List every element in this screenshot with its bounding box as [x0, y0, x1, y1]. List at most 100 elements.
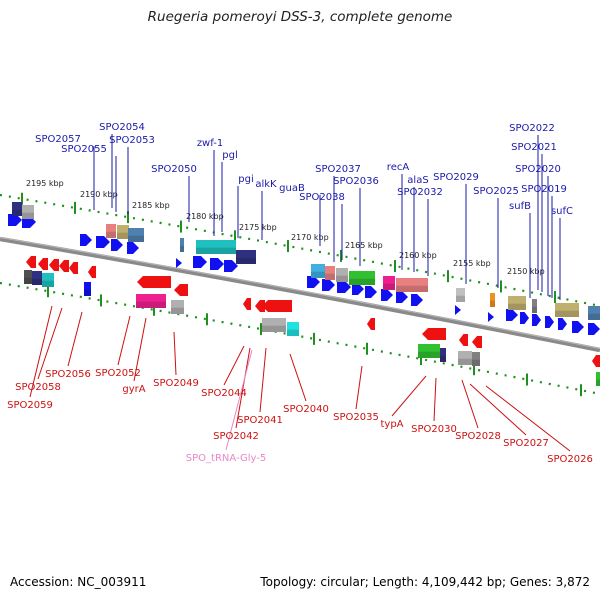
- accession-label: Accession: NC_003911: [10, 575, 147, 589]
- feature-box: [396, 278, 428, 292]
- feature-box: [12, 202, 22, 216]
- forward-cds: [176, 258, 182, 268]
- reverse-cds: [422, 328, 446, 340]
- gene-label: alaS: [407, 175, 428, 186]
- forward-cds: [411, 294, 423, 306]
- gene-label: typA: [380, 419, 403, 430]
- feature-box: [555, 303, 579, 317]
- leader-line: [433, 377, 437, 422]
- leader-line: [133, 317, 147, 382]
- feature-box-shade: [22, 212, 34, 219]
- gene-label: sufC: [551, 206, 573, 217]
- feature-box-shade: [180, 245, 184, 252]
- scale-label: 2165 kbp: [345, 241, 383, 250]
- forward-cds: [520, 312, 529, 324]
- feature-box: [325, 266, 335, 280]
- gene-label: SPO2049: [153, 378, 199, 389]
- feature-box: [588, 306, 600, 320]
- feature-box: [472, 352, 480, 366]
- feature-box: [311, 264, 325, 278]
- feature-track: [8, 202, 600, 386]
- reverse-cds: [262, 300, 292, 312]
- forward-cds: [322, 279, 335, 291]
- gene-label: SPO2029: [433, 172, 479, 183]
- reverse-cds: [88, 266, 96, 278]
- forward-cds: [111, 239, 123, 251]
- scale-label: 2155 kbp: [453, 259, 491, 268]
- gene-label: SPO2022: [509, 123, 555, 134]
- page-title: Ruegeria pomeroyi DSS-3, complete genome: [147, 9, 453, 25]
- feature-box-shade: [24, 277, 32, 284]
- gene-label: SPO2037: [315, 164, 361, 175]
- reverse-cds: [367, 318, 375, 330]
- gene-label: SPO2056: [45, 369, 91, 380]
- feature-box-shade: [106, 231, 116, 238]
- forward-cds: [307, 276, 320, 288]
- leader-line: [67, 311, 83, 367]
- feature-box: [287, 322, 299, 336]
- gene-label: recA: [387, 162, 410, 173]
- forward-cds: [558, 318, 567, 330]
- scale-label: 2175 kbp: [239, 223, 277, 232]
- feature-box: [532, 299, 537, 313]
- feature-box: [32, 271, 42, 285]
- gene-label: SPO2027: [503, 438, 549, 449]
- reverse-cds: [255, 300, 265, 312]
- feature-box-shade: [262, 325, 286, 332]
- forward-cds: [96, 236, 110, 248]
- reverse-cds: [38, 258, 48, 270]
- scale-label: 2150 kbp: [507, 267, 545, 276]
- feature-box-shade: [196, 247, 236, 254]
- forward-cds: [337, 281, 351, 293]
- gene-label: SPO2030: [411, 424, 457, 435]
- feature-box-shade: [596, 379, 600, 386]
- feature-box: [262, 318, 286, 332]
- leader-line: [289, 353, 307, 402]
- feature-box: [458, 351, 472, 365]
- forward-cds: [8, 214, 22, 226]
- feature-box: [508, 296, 526, 310]
- feature-box-shade: [555, 310, 579, 317]
- gene-label: pgl: [222, 150, 237, 161]
- feature-box-shade: [12, 209, 22, 216]
- scale-label: 2185 kbp: [132, 201, 170, 210]
- gene-label: zwf-1: [197, 138, 223, 149]
- feature-box: [596, 372, 600, 386]
- gene-label: sufB: [509, 201, 531, 212]
- leader-line: [235, 347, 251, 429]
- reverse-cds: [26, 256, 36, 268]
- feature-box-shade: [349, 278, 375, 285]
- reverse-cds: [59, 260, 69, 272]
- genome-backbone-highlight: [0, 237, 600, 349]
- feature-box: [180, 238, 184, 252]
- leader-line: [485, 385, 571, 452]
- gene-label: SPO2020: [515, 164, 561, 175]
- feature-box: [171, 300, 184, 314]
- feature-box-shade: [325, 273, 335, 280]
- gene-label: SPO2038: [299, 192, 345, 203]
- forward-cds: [127, 242, 139, 254]
- gene-label: SPO2055: [61, 144, 107, 155]
- feature-box: [440, 348, 446, 362]
- gene-label: SPO2054: [99, 122, 145, 133]
- feature-box-shade: [311, 271, 325, 278]
- gene-label: guaB: [279, 183, 305, 194]
- forward-cds: [572, 321, 584, 333]
- forward-cds: [532, 314, 541, 326]
- scale-label: 2180 kbp: [186, 212, 224, 221]
- forward-cds: [352, 283, 364, 295]
- reverse-cds: [137, 276, 171, 288]
- feature-box-shade: [383, 283, 395, 290]
- feature-box-shade: [508, 303, 526, 310]
- feature-box: [236, 250, 256, 264]
- gene-label: SPO2042: [213, 431, 259, 442]
- label-leaders: [29, 134, 571, 452]
- reverse-cds: [174, 284, 188, 296]
- feature-box-shade: [42, 280, 54, 287]
- reverse-cds: [459, 334, 468, 346]
- feature-box: [383, 276, 395, 290]
- forward-cds: [193, 256, 207, 268]
